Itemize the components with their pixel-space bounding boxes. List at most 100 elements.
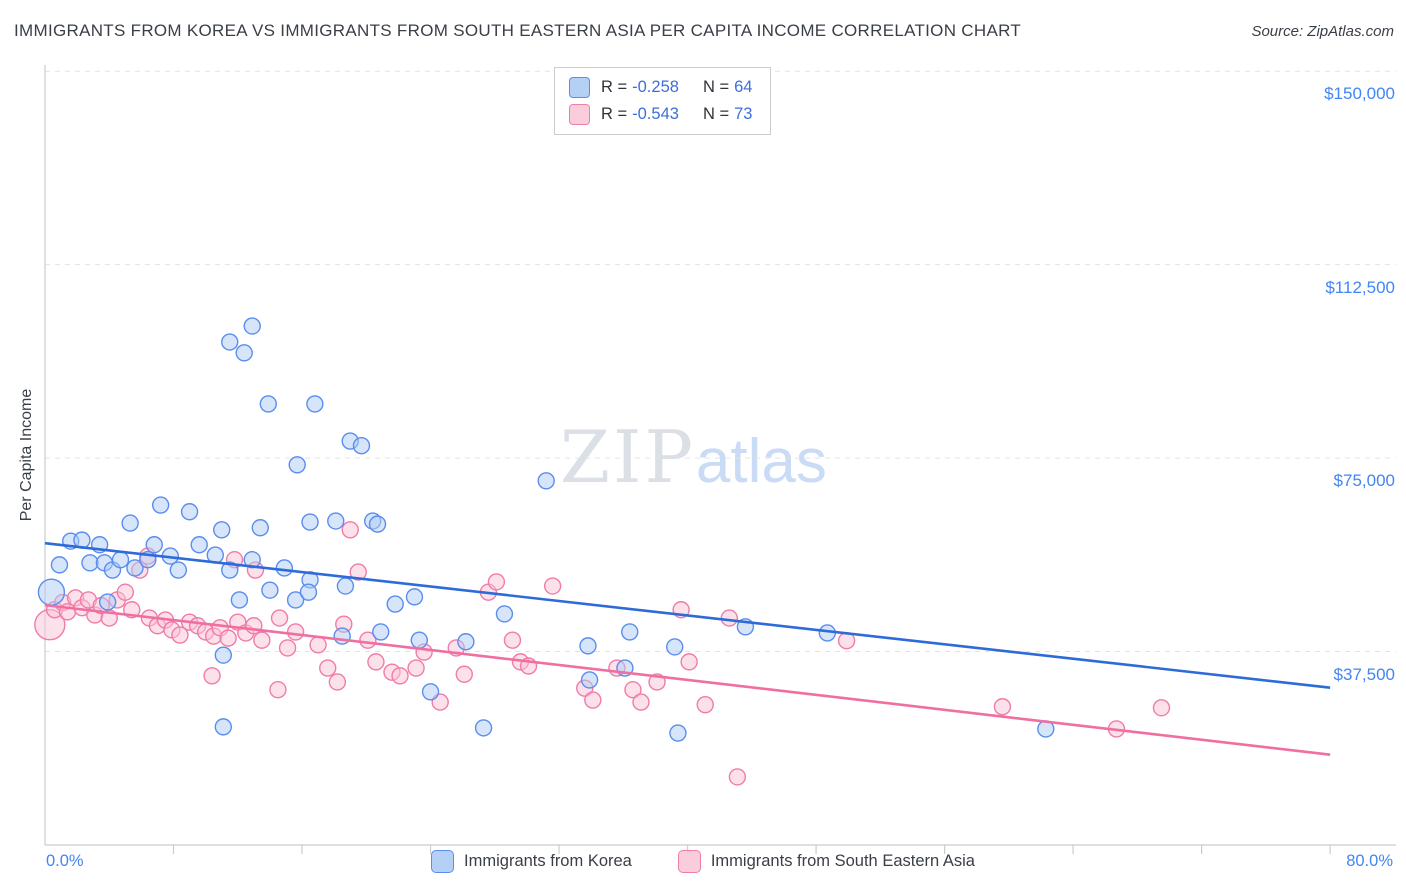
chart-legend: Immigrants from Korea Immigrants from So… — [0, 850, 1406, 873]
scatter-point-sea — [680, 653, 698, 671]
scatter-point-korea — [121, 514, 139, 532]
r-label: R = — [601, 78, 628, 96]
scatter-point-korea — [368, 515, 387, 533]
scatter-point-korea — [410, 631, 428, 649]
stats-legend-box: R = -0.258 N = 64 R = -0.543 N = 73 — [554, 67, 772, 135]
r-value-sea: -0.543 — [632, 105, 679, 123]
scatter-point-sea — [487, 573, 506, 591]
scatter-point-sea — [116, 583, 135, 601]
scatter-point-korea — [111, 551, 130, 569]
watermark-atlas: atlas — [695, 427, 827, 496]
y-tick-label: $150,000 — [1324, 84, 1395, 104]
scatter-point-korea — [169, 561, 188, 579]
scatter-point-sea — [720, 609, 739, 627]
scatter-point-korea — [243, 317, 261, 335]
sea-legend-swatch — [677, 850, 701, 873]
sea-swatch — [569, 104, 590, 125]
scatter-point-sea — [367, 653, 385, 671]
scatter-point-korea — [286, 591, 305, 609]
scatter-point-sea — [270, 609, 289, 627]
x-axis-min-label: 0.0% — [46, 852, 84, 870]
scatter-point-korea — [579, 637, 597, 655]
legend-item-korea: Immigrants from Korea — [431, 850, 632, 873]
x-axis-max-label: 80.0% — [1346, 852, 1393, 870]
scatter-point-korea — [213, 521, 231, 539]
scatter-point-korea — [666, 638, 684, 656]
scatter-point-korea — [352, 437, 371, 455]
scatter-point-korea — [214, 718, 233, 736]
scatter-point-sea — [328, 673, 347, 691]
stats-row-korea: R = -0.258 N = 64 — [569, 77, 752, 98]
scatter-point-korea — [580, 671, 599, 689]
korea-swatch — [569, 77, 590, 98]
scatter-point-sea — [993, 698, 1012, 716]
scatter-point-korea — [180, 503, 199, 521]
scatter-point-sea — [455, 665, 473, 683]
scatter-point-sea — [286, 623, 305, 641]
n-value-sea: 73 — [734, 105, 753, 123]
korea-legend-swatch — [431, 850, 455, 873]
scatter-point-korea — [621, 623, 639, 641]
scatter-point-korea — [299, 583, 318, 601]
scatter-point-sea — [503, 631, 522, 649]
y-tick-label: $112,500 — [1325, 277, 1395, 297]
scatter-point-korea — [151, 496, 170, 514]
source-attribution: Source: ZipAtlas.com — [1251, 23, 1394, 40]
scatter-point-sea — [309, 636, 327, 654]
scatter-point-korea — [98, 593, 117, 611]
scatter-point-korea — [261, 581, 279, 599]
n-label: N = — [702, 105, 730, 123]
scatter-point-korea — [306, 395, 324, 413]
scatter-point-korea — [259, 395, 277, 413]
scatter-point-korea — [221, 561, 239, 579]
scatter-point-korea — [126, 559, 144, 577]
scatter-point-korea — [474, 719, 493, 737]
trend-line-sea — [44, 603, 1331, 757]
scatter-point-korea — [50, 556, 69, 574]
scatter-point-korea — [386, 595, 404, 613]
r-label: R = — [601, 105, 628, 123]
y-tick-label: $37,500 — [1333, 664, 1395, 684]
scatter-point-korea — [457, 633, 475, 651]
scatter-point-korea — [301, 513, 319, 531]
scatter-point-sea — [253, 631, 271, 649]
scatter-point-sea — [341, 521, 359, 539]
scatter-point-sea — [203, 667, 221, 685]
scatter-point-korea — [37, 578, 66, 606]
scatter-point-sea — [632, 693, 650, 711]
legend-item-sea: Immigrants from South Eastern Asia — [677, 850, 975, 873]
scatter-point-korea — [81, 554, 99, 572]
y-tick-label: $75,000 — [1333, 471, 1395, 491]
stats-row-sea: R = -0.543 N = 73 — [569, 104, 752, 125]
scatter-point-sea — [543, 577, 562, 595]
korea-legend-label: Immigrants from Korea — [464, 852, 632, 870]
n-value-korea: 64 — [734, 78, 753, 96]
scatter-point-sea — [269, 681, 287, 699]
scatter-point-korea — [327, 512, 345, 530]
scatter-point-sea — [728, 768, 747, 786]
chart-title: IMMIGRANTS FROM KOREA VS IMMIGRANTS FROM… — [14, 21, 1022, 40]
scatter-point-sea — [407, 659, 425, 677]
scatter-point-sea — [391, 667, 409, 685]
scatter-point-korea — [190, 536, 208, 554]
scatter-point-sea — [584, 691, 602, 709]
scatter-point-korea — [336, 577, 355, 595]
scatter-point-korea — [214, 646, 233, 664]
n-label: N = — [702, 78, 730, 96]
trend-line-korea — [44, 541, 1331, 689]
scatter-point-korea — [145, 536, 163, 554]
scatter-point-sea — [219, 629, 237, 647]
scatter-point-korea — [421, 683, 440, 701]
scatter-point-korea — [251, 519, 269, 537]
scatter-point-sea — [1152, 699, 1171, 717]
scatter-point-sea — [171, 626, 189, 644]
scatter-point-korea — [275, 559, 294, 577]
sea-legend-label: Immigrants from South Eastern Asia — [710, 852, 975, 870]
y-axis-title: Per Capita Income — [18, 388, 35, 522]
scatter-point-korea — [221, 333, 239, 351]
scatter-point-sea — [278, 639, 297, 657]
r-value-korea: -0.258 — [632, 78, 679, 96]
scatter-point-korea — [405, 588, 424, 606]
